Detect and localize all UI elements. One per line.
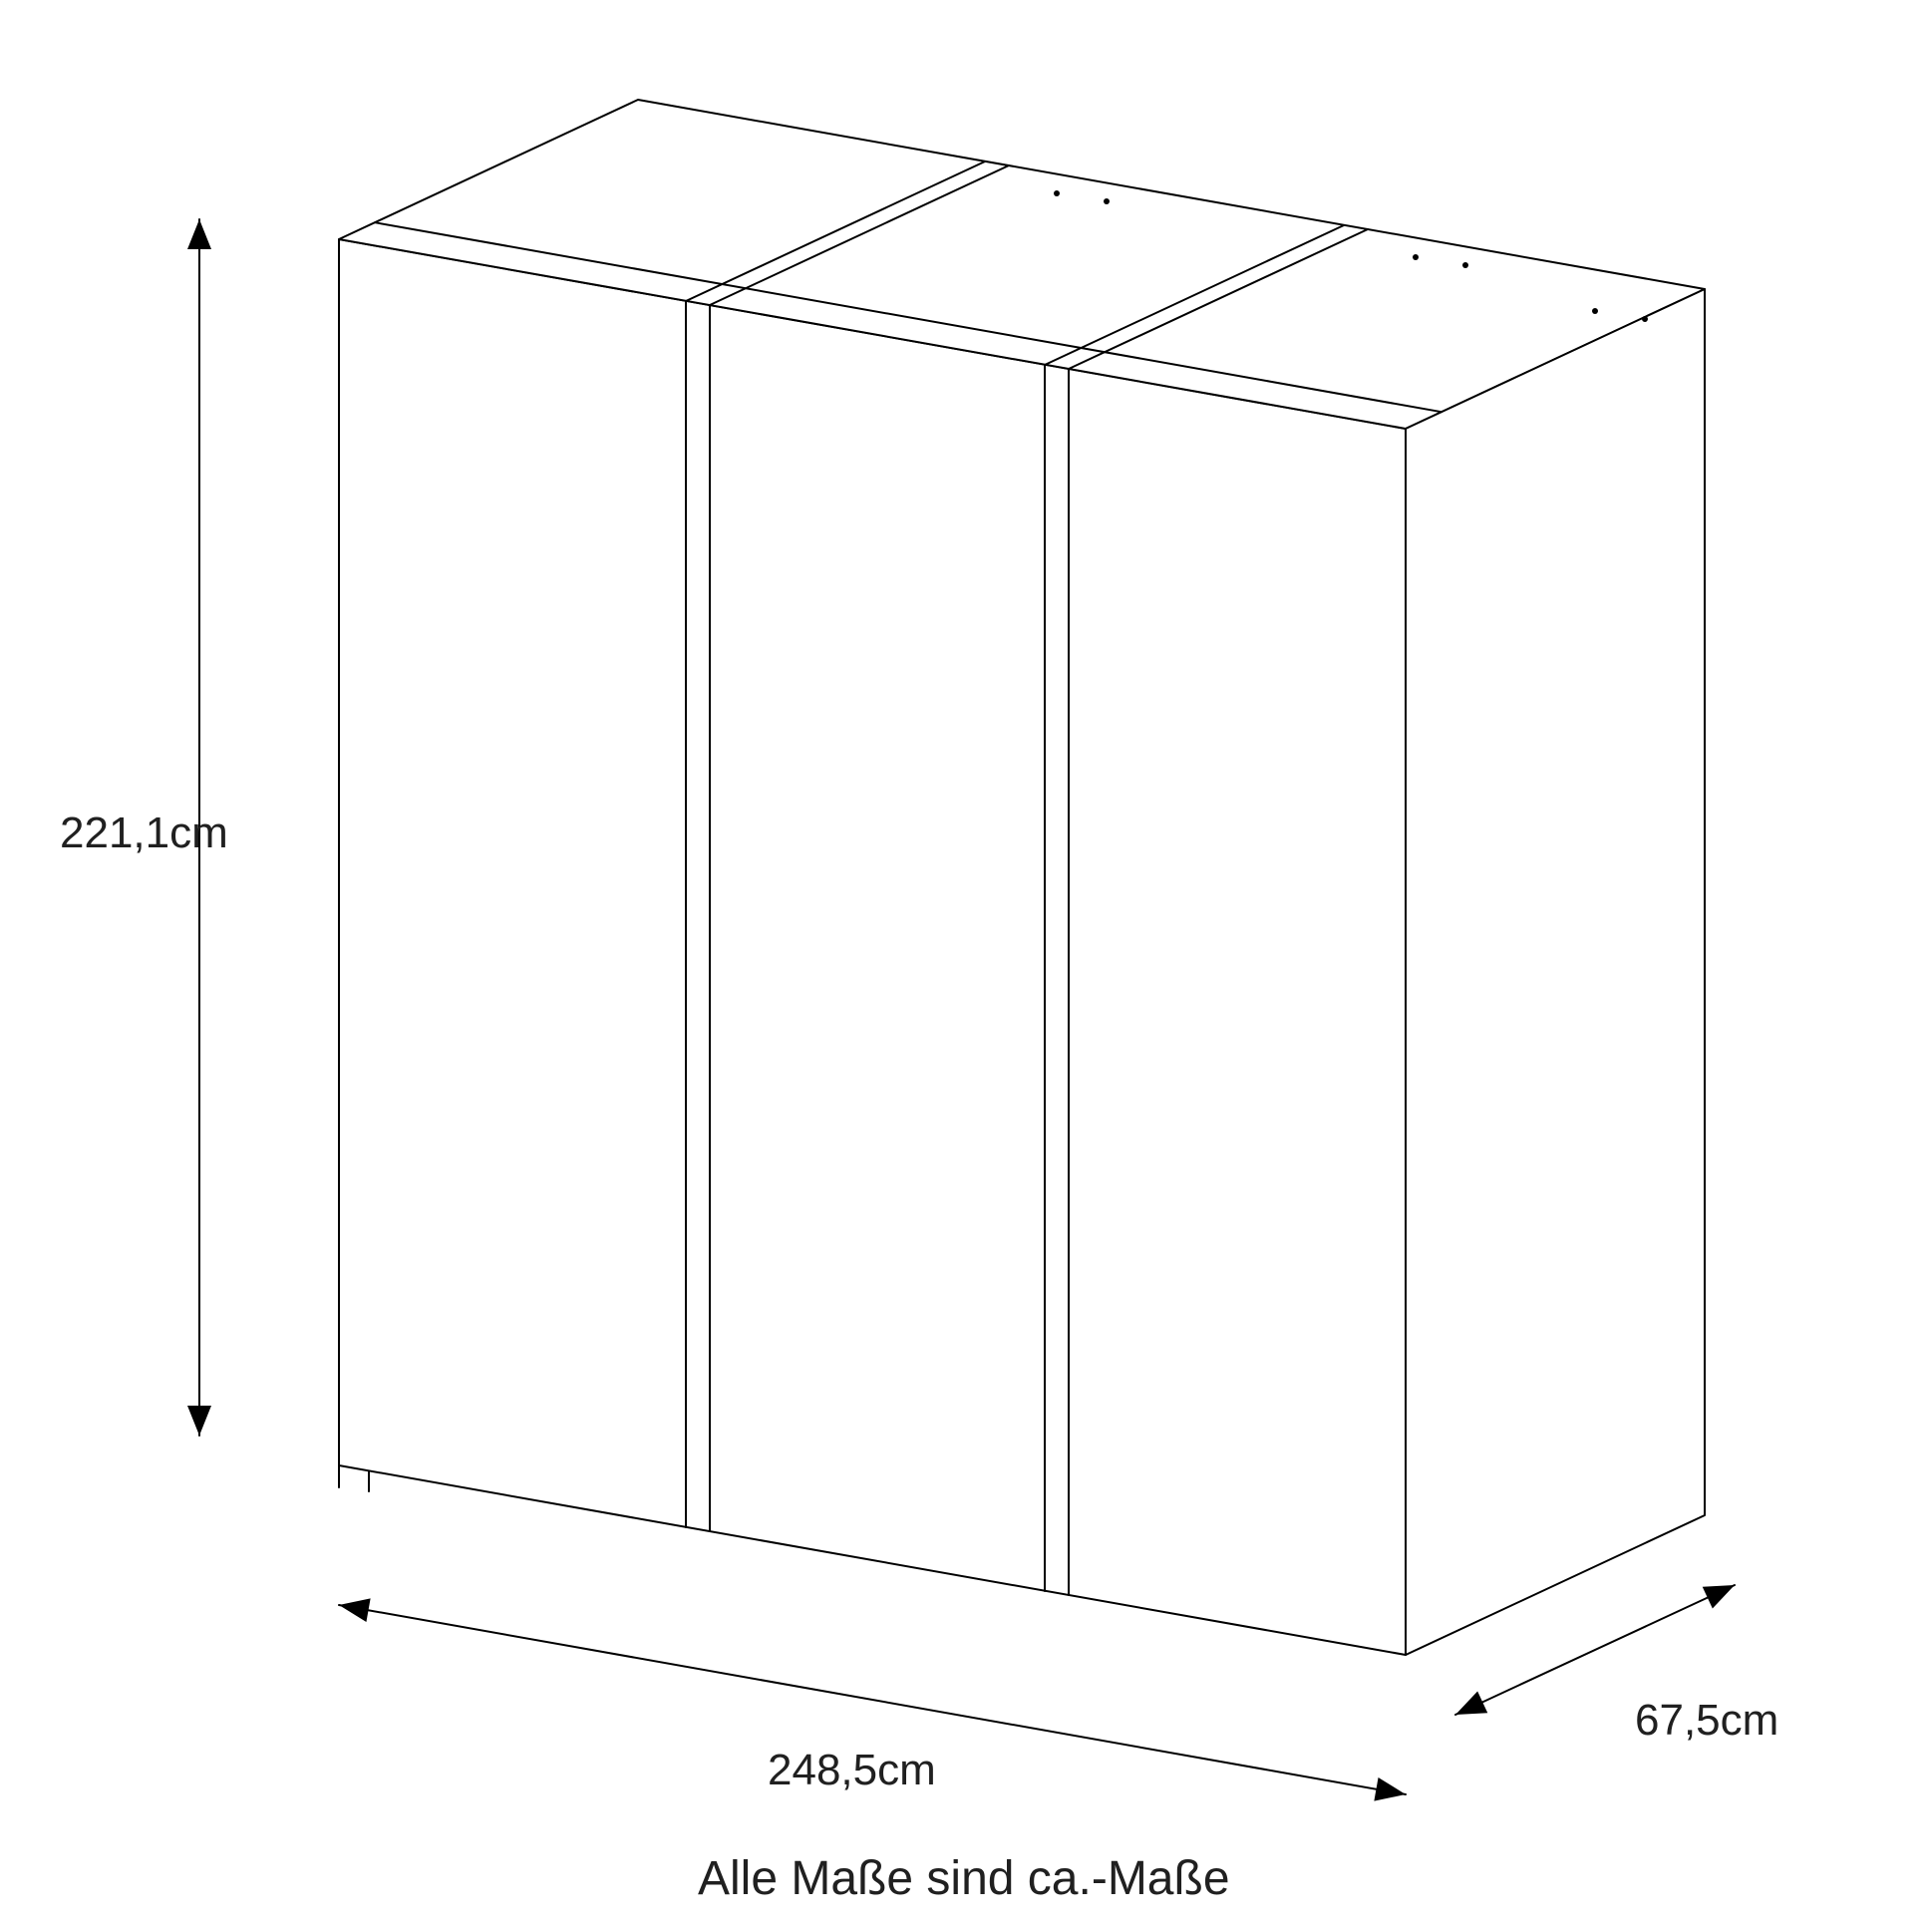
height-label: 221,1cm xyxy=(60,808,228,857)
front-face xyxy=(339,239,1406,1655)
caption: Alle Maße sind ca.-Maße xyxy=(698,1852,1230,1905)
side-face xyxy=(1406,289,1705,1655)
wardrobe-diagram xyxy=(339,100,1705,1655)
width-label: 248,5cm xyxy=(768,1746,936,1794)
depth-label: 67,5cm xyxy=(1635,1696,1778,1745)
